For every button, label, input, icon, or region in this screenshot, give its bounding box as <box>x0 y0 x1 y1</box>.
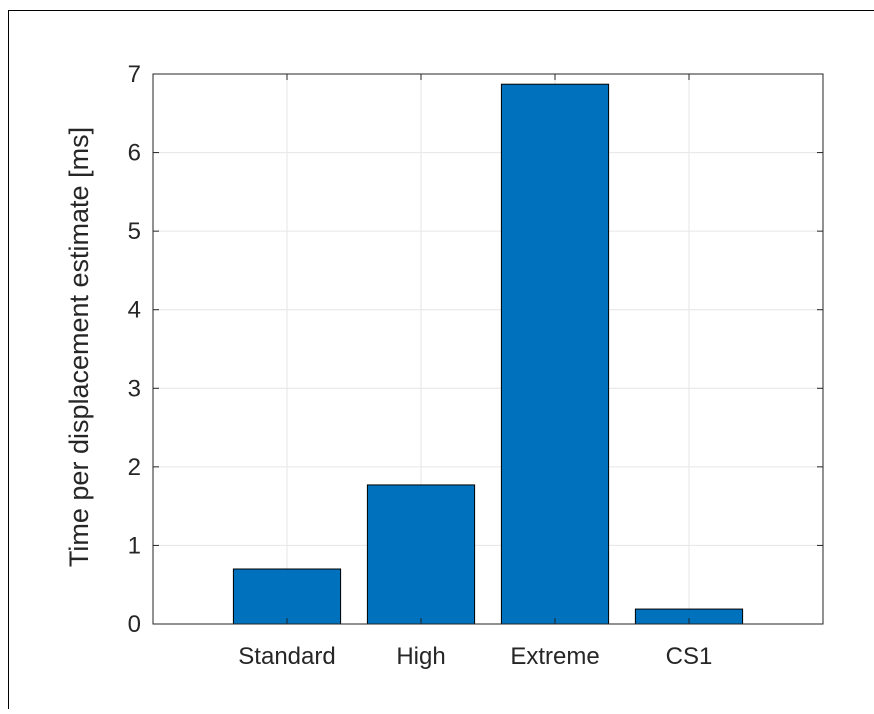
y-tick-label: 2 <box>128 454 141 481</box>
bar-high <box>366 484 476 625</box>
y-tick-label: 0 <box>128 611 141 638</box>
grid-lines <box>153 74 823 624</box>
x-tick-label: Standard <box>238 643 335 670</box>
y-tick-label: 3 <box>128 375 141 402</box>
x-tick-label: CS1 <box>666 643 713 670</box>
y-tick-label: 1 <box>128 532 141 559</box>
axes-box <box>152 73 824 625</box>
axes <box>152 73 824 625</box>
x-tick-label: High <box>396 643 445 670</box>
y-tick-label: 6 <box>128 140 141 167</box>
tick-labels: 0 1 2 3 4 5 6 7 Standard High Extreme CS1 <box>128 61 713 670</box>
bar-extreme <box>500 83 610 625</box>
y-tick-label: 7 <box>128 61 141 88</box>
y-tick-label: 4 <box>128 297 141 324</box>
x-tick-label: Extreme <box>510 643 599 670</box>
bars <box>232 83 744 625</box>
bar-standard <box>232 568 342 625</box>
y-tick-label: 5 <box>128 218 141 245</box>
y-axis-label: Time per displacement estimate [ms] <box>64 127 94 567</box>
